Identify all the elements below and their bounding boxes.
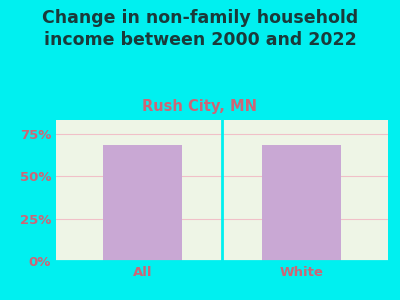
Text: Change in non-family household
income between 2000 and 2022: Change in non-family household income be… (42, 9, 358, 49)
Bar (104, 145, 182, 261)
Bar (262, 145, 340, 261)
Text: Rush City, MN: Rush City, MN (142, 99, 258, 114)
